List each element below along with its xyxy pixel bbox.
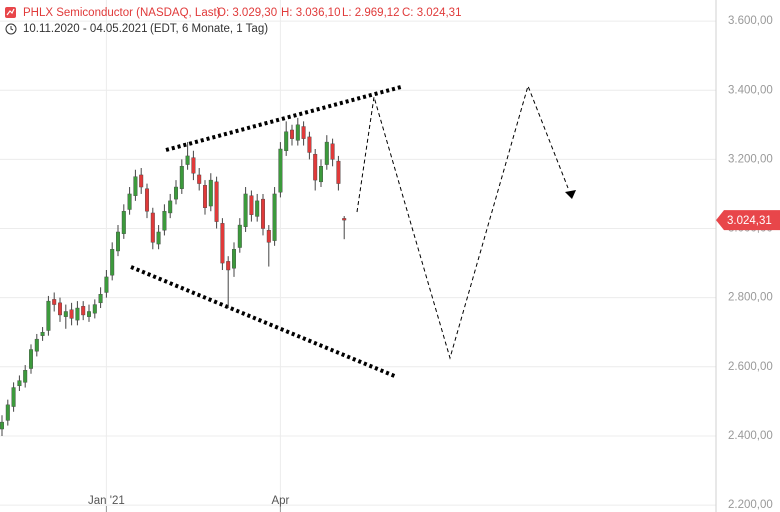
x-tick-label: Jan '21	[88, 495, 125, 507]
candle-body	[191, 157, 196, 174]
candle-body	[63, 311, 68, 317]
price-marker	[716, 210, 780, 231]
ohlc-high: H: 3.036,10	[281, 7, 340, 19]
candle-body	[23, 370, 28, 383]
candle-body	[5, 404, 10, 421]
candle-body	[81, 306, 86, 316]
candle-body	[261, 198, 266, 229]
y-tick-label: 3.400,00	[728, 84, 773, 96]
candle-body	[208, 179, 213, 207]
date-range: 10.11.2020 - 04.05.2021	[23, 23, 147, 35]
candle-body	[29, 349, 34, 369]
candle-body	[226, 261, 231, 271]
price-marker-label: 3.024,31	[727, 215, 772, 227]
header-icon	[5, 7, 16, 18]
ohlc-open: O: 3.029,30	[217, 7, 277, 19]
candle-body	[0, 421, 4, 430]
candle-body	[40, 332, 45, 336]
candle-body	[272, 193, 277, 241]
candle-body	[284, 131, 289, 151]
candle-body	[92, 304, 97, 314]
candle-body	[58, 302, 63, 316]
candle-body	[11, 387, 16, 407]
candle-body	[295, 124, 300, 141]
candle-body	[144, 188, 149, 212]
y-tick-label: 2.600,00	[728, 361, 773, 373]
annotations	[130, 84, 576, 379]
candle-body	[255, 200, 260, 217]
candle-body	[173, 186, 178, 200]
candle-body	[220, 223, 225, 264]
candle-body	[319, 166, 324, 183]
candle-body	[168, 200, 173, 214]
candle-body	[214, 181, 219, 222]
candle-body	[127, 193, 132, 210]
header-icon-line	[6, 8, 15, 16]
candle-body	[69, 309, 74, 319]
candle-body	[307, 136, 312, 153]
candle-body	[237, 224, 242, 248]
y-tick-label: 3.200,00	[728, 153, 773, 165]
candle-body	[98, 294, 103, 304]
candle-body	[133, 176, 138, 196]
support-line	[130, 265, 398, 379]
ohlc-low: L: 2.969,12	[342, 7, 400, 19]
candle-body	[46, 300, 51, 331]
ohlc-close: C: 3.024,31	[402, 7, 461, 19]
candle-body	[104, 276, 109, 293]
candle-body	[52, 299, 57, 305]
arrow-head	[565, 190, 576, 199]
header: PHLX Semiconductor (NASDAQ, Last) O: 3.0…	[5, 7, 461, 35]
clock-icon	[5, 23, 17, 35]
x-tick-label: Apr	[271, 495, 289, 507]
candle-body	[34, 338, 39, 352]
candle-body	[150, 212, 155, 243]
resistance-line	[165, 85, 402, 152]
candle-body	[324, 141, 329, 165]
candle-body	[162, 211, 167, 231]
candle-body	[185, 155, 190, 165]
candle-body	[156, 231, 161, 245]
candle-body	[243, 193, 248, 227]
candle-body	[75, 307, 80, 321]
candle-body	[290, 129, 295, 139]
candle-body	[139, 174, 144, 188]
candle-body	[179, 166, 184, 189]
candle-body	[86, 311, 91, 317]
candle-body	[278, 148, 283, 193]
candle-body	[266, 230, 271, 243]
candle-body	[249, 195, 254, 215]
y-tick-label: 2.200,00	[728, 499, 773, 511]
candle-body	[202, 185, 207, 208]
candle-body	[110, 249, 115, 276]
clock-hand	[10, 26, 14, 31]
candle-body	[121, 211, 126, 234]
y-tick-label: 2.800,00	[728, 292, 773, 304]
projection-path	[356, 84, 569, 360]
y-tick-label: 3.600,00	[728, 15, 773, 27]
candle-body	[17, 380, 22, 387]
candle-body	[115, 231, 120, 252]
chart-title: PHLX Semiconductor (NASDAQ, Last)	[23, 7, 221, 19]
candle-body	[342, 218, 347, 221]
candle-body	[330, 143, 335, 160]
grid-layer	[0, 0, 716, 512]
candle-body	[231, 249, 236, 269]
candles	[0, 117, 347, 436]
candle-body	[301, 126, 306, 139]
y-tick-label: 2.400,00	[728, 430, 773, 442]
candle-body	[336, 160, 341, 184]
range-info: (EDT, 6 Monate, 1 Tag)	[150, 23, 268, 35]
candle-body	[197, 174, 202, 184]
candle-body	[313, 153, 318, 181]
